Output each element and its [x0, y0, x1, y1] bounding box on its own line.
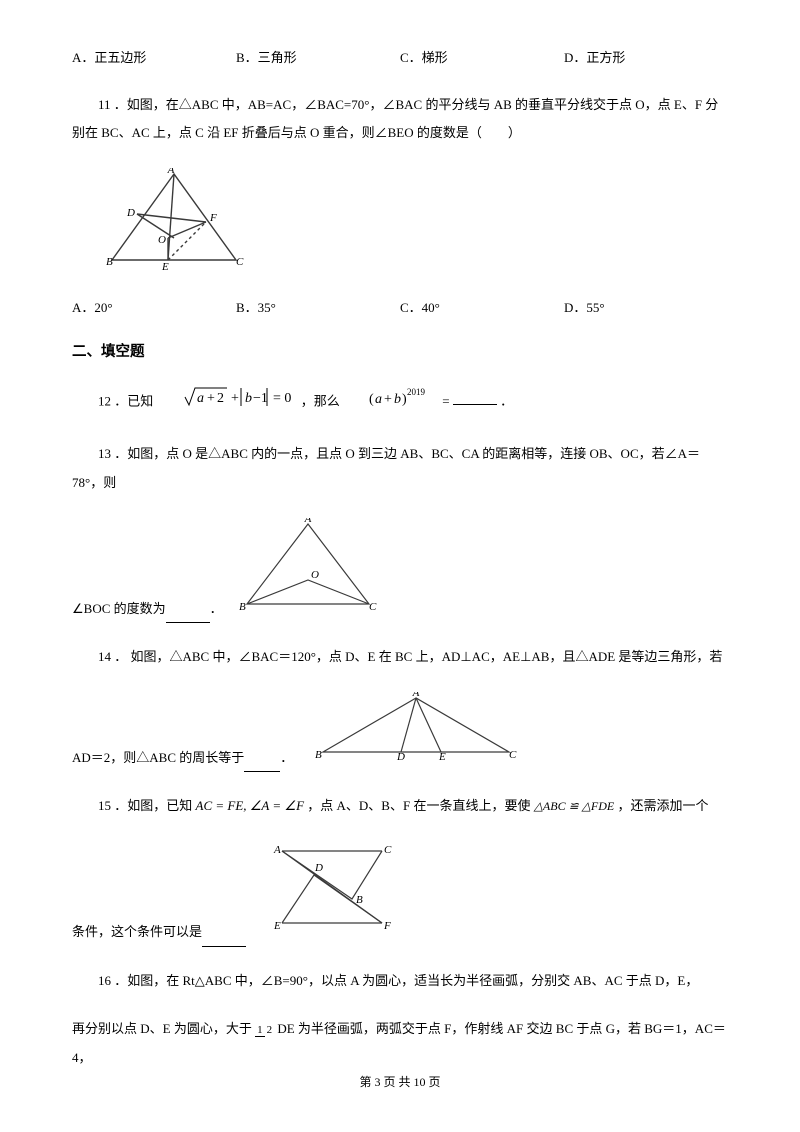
q11-text: 11 ．如图，在△ABC 中，AB=AC，∠BAC=70°，∠BAC 的平分线与…	[72, 91, 728, 148]
svg-text:B: B	[239, 601, 246, 613]
q16-line2-pre: 再分别以点 D、E 为圆心，大于	[72, 1021, 252, 1036]
q15-line2-pre: 条件，这个条件可以是	[72, 918, 202, 947]
q14-line2: AD＝2，则△ABC 的周长等于 ． A B C D E	[72, 692, 728, 773]
svg-text:B: B	[315, 749, 322, 761]
q15-line1-end: ，还需添加一个	[617, 798, 708, 813]
q15-line2: 条件，这个条件可以是 A C D B E F	[72, 841, 728, 947]
svg-text:B: B	[106, 256, 113, 268]
q15-line1: 15 ．如图，已知 AC = FE, ∠A = ∠F ，点 A、D、B、F 在一…	[72, 792, 728, 821]
q14-figure: A B C D E	[311, 692, 521, 773]
q12-end: ．	[500, 393, 513, 408]
svg-text:2: 2	[217, 391, 224, 406]
svg-text:A: A	[273, 844, 281, 856]
svg-text:E: E	[273, 920, 281, 932]
q11-option-c: C．40°	[400, 298, 564, 319]
q15-blank	[202, 934, 246, 947]
svg-text:E: E	[438, 751, 446, 762]
svg-text:C: C	[236, 256, 244, 268]
page-footer: 第 3 页 共 10 页	[0, 1073, 800, 1092]
q10-option-b: B．三角形	[236, 48, 400, 69]
svg-text:A: A	[303, 518, 311, 525]
svg-text:D: D	[126, 207, 135, 219]
q12-eq: =	[442, 393, 449, 408]
q10-option-d: D．正方形	[564, 48, 728, 69]
q14-line2-pre: AD＝2，则△ABC 的周长等于	[72, 744, 244, 773]
svg-text:C: C	[369, 601, 377, 613]
section-2-heading: 二、填空题	[72, 341, 728, 364]
svg-text:E: E	[161, 261, 169, 273]
q13-line2: ∠BOC 的度数为 ． A B C O	[72, 518, 728, 624]
svg-text:(: (	[369, 392, 374, 407]
svg-text:C: C	[509, 749, 517, 761]
q14-line1: 14 ． 如图，△ABC 中，∠BAC＝120°，点 D、E 在 BC 上，AD…	[72, 643, 728, 672]
svg-text:D: D	[314, 862, 323, 874]
svg-text:O: O	[158, 234, 166, 246]
svg-text:−1: −1	[253, 391, 268, 406]
svg-text:a: a	[375, 392, 382, 407]
svg-text:A: A	[412, 692, 420, 699]
svg-text:B: B	[356, 894, 363, 906]
svg-text:= 0: = 0	[273, 391, 291, 406]
q13-line1: 13 ．如图，点 O 是△ABC 内的一点，且点 O 到三边 AB、BC、CA …	[72, 440, 728, 497]
svg-text:b: b	[394, 392, 401, 407]
q13-blank	[166, 610, 210, 623]
q13-line2-pre: ∠BOC 的度数为	[72, 595, 166, 624]
svg-text:C: C	[384, 844, 392, 856]
q15-congruent: △ABC ≌ △FDE	[534, 799, 615, 813]
q11-option-d: D．55°	[564, 298, 728, 319]
svg-text:F: F	[209, 212, 217, 224]
q16-line2: 再分别以点 D、E 为圆心，大于 12 DE 为半径画弧，两弧交于点 F，作射线…	[72, 1015, 728, 1072]
q12-blank	[453, 392, 497, 405]
q10-options: A．正五边形 B．三角形 C．梯形 D．正方形	[72, 48, 728, 69]
q14-blank	[244, 759, 280, 772]
svg-text:F: F	[383, 920, 391, 932]
q15-formula: AC = FE, ∠A = ∠F	[196, 798, 305, 813]
q15-line1-post: ，点 A、D、B、F 在一条直线上，要使	[307, 798, 533, 813]
q13-line2-post: ．	[210, 595, 223, 624]
svg-text:+: +	[384, 392, 392, 407]
svg-text:2019: 2019	[407, 387, 426, 397]
svg-text:+: +	[207, 391, 215, 406]
q10-option-c: C．梯形	[400, 48, 564, 69]
q12-mid: ，那么	[301, 393, 340, 408]
q16-frac-half: 12	[255, 1025, 274, 1036]
q12-formula1: a+2 + b−1 = 0	[157, 384, 298, 421]
svg-text:O: O	[311, 569, 319, 581]
q15-figure: A C D B E F	[252, 841, 422, 947]
q14-line2-post: ．	[280, 744, 293, 773]
svg-text:+: +	[231, 391, 239, 406]
q13-figure: A B C O	[233, 518, 383, 624]
q12-formula2: ( a + b ) 2019	[343, 386, 439, 419]
q11-figure: A B C D E F O	[102, 168, 728, 280]
svg-text:b: b	[245, 391, 252, 406]
q10-option-a: A．正五边形	[72, 48, 236, 69]
q11-option-a: A．20°	[72, 298, 236, 319]
svg-text:a: a	[197, 391, 204, 406]
svg-text:D: D	[396, 751, 405, 762]
q11-option-b: B．35°	[236, 298, 400, 319]
q16-line1: 16 ．如图，在 Rt△ABC 中，∠B=90°，以点 A 为圆心，适当长为半径…	[72, 967, 728, 996]
q11-options: A．20° B．35° C．40° D．55°	[72, 298, 728, 319]
svg-text:A: A	[167, 168, 175, 176]
q12-prefix: 12 ．已知	[98, 393, 153, 408]
q12: 12 ．已知 a+2 + b−1 = 0 ，那么 ( a + b ) 2019	[72, 384, 728, 421]
q15-line1-pre: 15 ．如图，已知	[98, 798, 196, 813]
